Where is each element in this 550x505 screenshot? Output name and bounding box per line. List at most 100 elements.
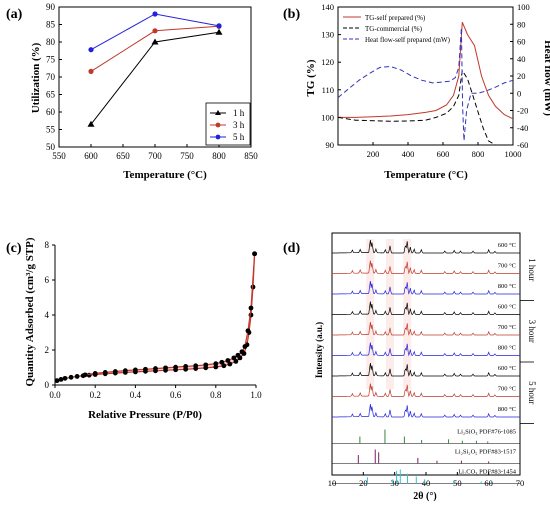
panel-d-pattern-trace [332, 404, 520, 418]
panel-d-pattern-trace [332, 281, 520, 295]
panel-c-point [239, 349, 245, 355]
panel-d-pattern-label: 600 °C [498, 242, 516, 249]
panel-b-ytick-left-label: 110 [322, 85, 334, 95]
panel-c-point [122, 368, 128, 374]
panel-c-xlabel: Relative Pressure (P/P0) [88, 409, 202, 421]
panel-a-ytick-label: 60 [46, 107, 56, 117]
panel-b-series-line [337, 27, 514, 141]
panel-a-utilization-chart: Temperature (°C) Utilization (%) 550 600 6… [30, 2, 258, 181]
panel-c-ytick-label: 4 [45, 310, 50, 320]
panel-b-xtick-label: 1000 [505, 149, 522, 159]
panel-a-ytick-label: 50 [46, 142, 56, 152]
panel-d-reference-label: Li₂CO₃ PDF#83-1454 [458, 469, 517, 476]
panel-c-xtick-label: 0.4 [130, 390, 142, 400]
panel-c-xtick-label: 0.6 [170, 390, 182, 400]
panel-d-xtick-label: 30 [390, 478, 399, 488]
panel-d-xtick-label: 60 [484, 478, 493, 488]
panel-c-point [68, 374, 74, 380]
panel-a-legend-box [205, 102, 251, 146]
panel-c-point [219, 359, 225, 365]
panel-b-ylabel-left: TG (%) [305, 59, 317, 96]
panel-d-pattern-label: 700 °C [498, 386, 516, 393]
panel-b-ytick-left-label: 100 [321, 112, 334, 122]
panel-c-ytick-label: 6 [45, 275, 50, 285]
panel-c-ytick-label: 8 [45, 240, 50, 250]
panel-a-legend-marker [215, 110, 221, 115]
panel-c-point [213, 364, 219, 370]
panel-b-ytick-right-label: 0 [517, 88, 521, 98]
panel-a-point [88, 68, 94, 74]
panel-a-point [215, 28, 223, 35]
panel-c-point [112, 369, 118, 374]
panel-a-ylabel: Utilization (%) [30, 42, 42, 113]
panel-b-xtick-label: 200 [367, 149, 380, 159]
panel-d-pattern-trace [332, 240, 520, 254]
panel-d-peak-band [385, 239, 394, 389]
panel-b-legend-label: Heat flow-self prepared (mW) [365, 36, 451, 44]
panel-a-point [216, 23, 222, 29]
panel-b-xtick-label: 400 [402, 149, 415, 159]
panel-d-ylabel: Intensity (a.u.) [314, 322, 324, 378]
panel-c-point [62, 375, 68, 381]
panel-b-ytick-left-label: 140 [321, 2, 334, 12]
panel-a-ytick-label: 90 [46, 2, 56, 12]
panel-label-d: (d) [283, 241, 300, 256]
panel-c-xtick-label: 1.0 [250, 390, 262, 400]
panel-c-point [163, 365, 168, 371]
panel-b-ytick-right-label: 60 [517, 37, 526, 47]
panel-a-legend-label: 1 h [233, 108, 245, 118]
panel-d-xtick-label: 20 [359, 478, 368, 488]
panel-label-b: (b) [283, 7, 300, 22]
panel-d-pattern-label: 600 °C [498, 304, 516, 311]
panel-b-xtick-label: 600 [437, 149, 450, 159]
panel-c-xtick-label: 0.8 [210, 390, 222, 400]
panel-a-xlabel: Temperature (°C) [123, 169, 207, 181]
panel-d-pattern-label: 800 °C [498, 406, 516, 413]
panel-b-series-line [338, 22, 514, 120]
panel-d-group-label: 5 hour [527, 381, 537, 404]
panel-a-series-line [90, 31, 220, 125]
panel-c-point [133, 367, 138, 373]
panel-b-ytick-left-label: 90 [326, 140, 335, 150]
panel-a-legend-marker [215, 134, 221, 140]
panel-b-ytick-right-label: -20 [517, 106, 528, 116]
panel-c-point [235, 352, 241, 358]
panel-c-point [245, 328, 251, 334]
panel-a-ytick-label: 75 [46, 55, 56, 65]
panel-c-point [102, 370, 108, 375]
panel-d-pattern-trace [332, 383, 520, 398]
panel-d-pattern-trace [332, 301, 520, 316]
panel-a-point [87, 120, 95, 127]
panel-label-c: (c) [6, 241, 22, 256]
panel-d-pattern-trace [332, 260, 520, 275]
panel-c-point [213, 361, 219, 367]
panel-b-legend-label: TG-commercial (%) [365, 25, 423, 33]
panel-d-peak-band [366, 239, 375, 389]
panel-d-xrd-chart: 2θ (°) Intensity (a.u.) 10 20 30 40 50 60 70 60… [314, 232, 537, 502]
panel-d-pattern-trace [332, 322, 520, 336]
panel-d-reference-label: Li₂Si₂O₅ PDF#83-1517 [455, 449, 517, 456]
panel-a-point [88, 47, 94, 53]
panel-a-point [151, 38, 159, 45]
panel-c-point [92, 371, 98, 376]
panel-a-legend-marker [215, 122, 221, 128]
panel-c-point [74, 374, 80, 379]
panel-c-point [231, 355, 237, 361]
panel-b-ytick-right-label: -40 [517, 123, 528, 133]
panel-b-series-line [337, 69, 496, 146]
panel-a-legend-label: 3 h [233, 120, 245, 130]
panel-b-tg-heatflow-chart: Temperature (°C) TG (%) Heat flow (mW) 2… [305, 2, 550, 181]
panel-c-isotherm-chart: Relative Pressure (P/P0) Quantity Adsorb… [24, 237, 262, 421]
panel-d-pattern-label: 600 °C [498, 365, 516, 372]
panel-a-xtick-label: 650 [116, 151, 130, 161]
panel-a-ytick-label: 80 [46, 37, 56, 47]
panel-d-pattern-trace [332, 363, 520, 377]
panel-a-xtick-label: 700 [148, 151, 162, 161]
panel-d-xlabel: 2θ (°) [413, 491, 436, 502]
panel-d-pattern-label: 700 °C [498, 263, 516, 270]
panel-a-xtick-label: 800 [212, 151, 226, 161]
panel-d-pattern-trace [332, 342, 520, 357]
panel-d-group-label: 1 hour [527, 258, 537, 281]
panel-b-xtick-label: 800 [472, 149, 485, 159]
